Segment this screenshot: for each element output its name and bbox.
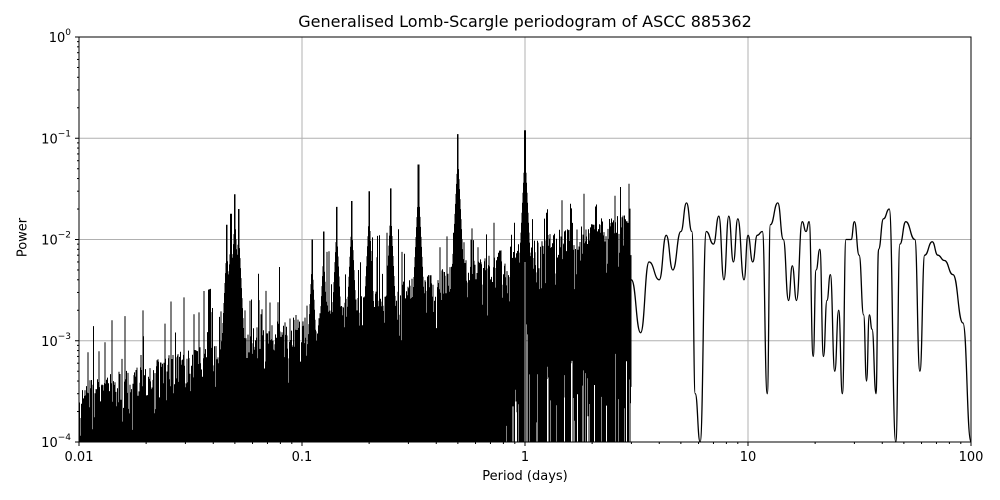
y-tick-label: 10−4 — [41, 433, 71, 451]
chart-title: Generalised Lomb-Scargle periodogram of … — [298, 12, 752, 31]
axis-ticks: 0.01 0.1 1 10 100 100 10−1 10−2 10−3 10−4 — [41, 28, 983, 465]
x-tick-label: 0.01 — [65, 450, 94, 465]
x-tick-label: 1 — [521, 450, 529, 465]
y-tick-label: 10−3 — [41, 332, 71, 350]
x-tick-label: 10 — [740, 450, 757, 465]
y-tick-label: 100 — [49, 28, 72, 46]
x-axis-label: Period (days) — [482, 469, 568, 484]
x-tick-label: 0.1 — [292, 450, 313, 465]
y-tick-label: 10−1 — [41, 129, 71, 147]
data-series — [78, 130, 972, 443]
x-tick-label: 100 — [959, 450, 984, 465]
y-tick-label: 10−2 — [41, 231, 71, 249]
